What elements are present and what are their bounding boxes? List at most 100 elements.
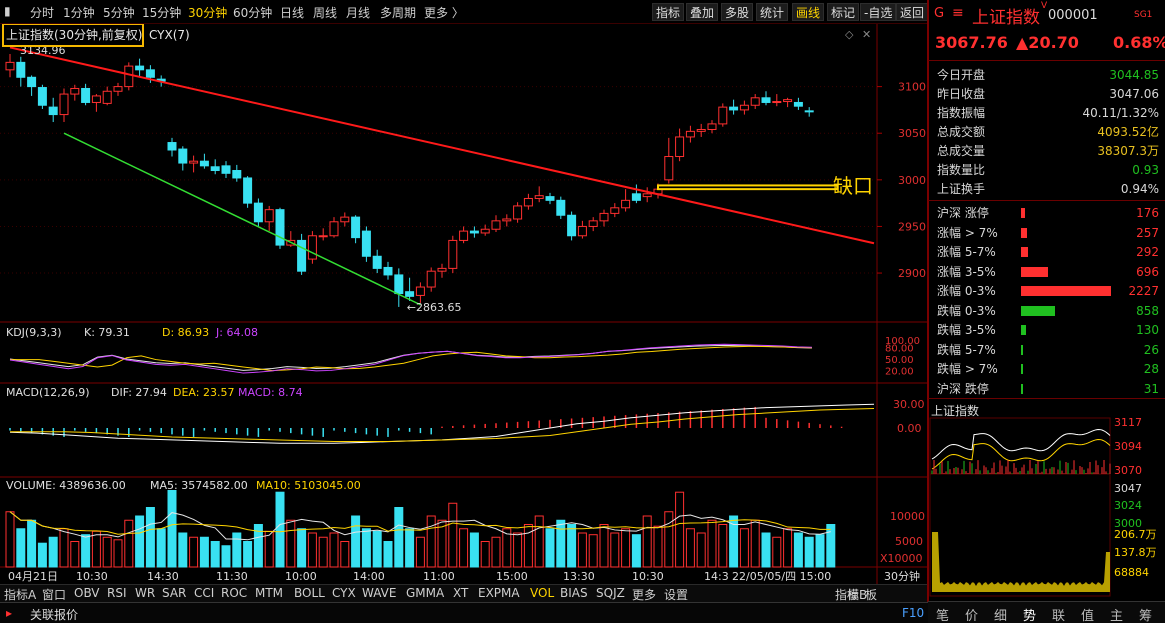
candle-body (405, 291, 415, 297)
volume-bar (307, 532, 317, 568)
indicator-tab[interactable]: XT (453, 586, 469, 600)
mini-price-label: 3070 (1114, 464, 1142, 477)
volume-bar (718, 524, 728, 568)
time-axis-label: 14:3 (704, 570, 729, 583)
right-tab[interactable]: 主 (1110, 609, 1124, 623)
indicator-tab[interactable]: MTM (255, 586, 284, 600)
breadth-value: 858 (1136, 303, 1159, 318)
quote-panel: G ≡ 上证指数 V 000001 SG1 3067.76 ▲20.70 0.6… (928, 0, 1165, 600)
right-tab[interactable]: 笔 (936, 609, 950, 623)
period-more[interactable]: 更多 〉 (424, 6, 464, 20)
period-multi[interactable]: 多周期 (380, 6, 417, 20)
candle-body (59, 93, 69, 116)
period-tick[interactable]: 分时 (30, 6, 55, 20)
indicator-tab[interactable]: WAVE (362, 586, 397, 600)
indicator-tab[interactable]: SAR (162, 586, 187, 600)
kdj-j-line (9, 343, 812, 374)
stat-label: 指数振幅 (937, 106, 986, 120)
volume-bar (59, 528, 69, 568)
volume-bar (653, 525, 663, 568)
volume-bar (394, 507, 404, 568)
volume-bar (739, 528, 749, 568)
period-month[interactable]: 月线 (346, 6, 371, 20)
breadth-value: 31 (1143, 381, 1159, 396)
indicator-tab[interactable]: RSI (107, 586, 127, 600)
period-15m[interactable]: 15分钟 (142, 6, 182, 20)
menu-icon[interactable]: ≡ (952, 5, 964, 21)
indicator-tab[interactable]: 指标A (4, 588, 37, 602)
period-week[interactable]: 周线 (313, 6, 338, 20)
volume-bar (523, 524, 533, 568)
volume-bar (113, 539, 123, 568)
right-tab[interactable]: 价 (965, 609, 979, 623)
breadth-bar (1021, 305, 1056, 316)
indicator-tab[interactable]: SQJZ (596, 586, 625, 600)
macd-dea: DEA: 23.57 (173, 386, 234, 399)
indicator-tab[interactable]: BIAS (560, 586, 588, 600)
breadth-bar (1021, 344, 1023, 355)
candle-body (621, 199, 631, 209)
breadth-value: 257 (1136, 225, 1159, 240)
period-60m[interactable]: 60分钟 (233, 6, 273, 20)
period-5m[interactable]: 5分钟 (103, 6, 135, 20)
indicator-tab[interactable]: GMMA (406, 586, 445, 600)
right-tab[interactable]: 值 (1081, 609, 1095, 623)
indicator-tab[interactable]: WR (135, 586, 156, 600)
tab-template[interactable]: 模 (847, 588, 860, 602)
tool-draw[interactable]: 画线 (792, 3, 825, 21)
mini-volume-label: 137.8万 (1114, 546, 1157, 559)
time-axis-label: 14:00 (353, 570, 385, 583)
indicator-tab[interactable]: OBV (74, 586, 100, 600)
mini-volume-label: 206.7万 (1114, 528, 1157, 541)
price-tick-label: 2900 (898, 267, 926, 280)
volume-bar (761, 532, 771, 568)
gap-box (657, 184, 839, 191)
volume-bar (16, 528, 26, 568)
tab-board[interactable]: 板 (865, 588, 878, 602)
time-axis-label: 04月21日 (8, 570, 58, 583)
candle-body (199, 160, 209, 167)
linked-quote[interactable]: 关联报价 (30, 608, 79, 622)
flag-g: G (934, 6, 945, 21)
indicator-tab[interactable]: 设置 (664, 588, 689, 602)
panel-divider (927, 0, 929, 602)
collapse-icon[interactable]: ▮ (4, 4, 11, 18)
stat-row: 今日开盘 3044.85 (937, 66, 1159, 84)
period-30m[interactable]: 30分钟 (188, 6, 228, 20)
time-axis-label: 11:30 (216, 570, 248, 583)
indicator-tab[interactable]: CYX (332, 586, 356, 600)
indicator-tab[interactable]: ROC (221, 586, 248, 600)
indicator-tab[interactable]: VOL (530, 586, 555, 600)
tool-multi-stock[interactable]: 多股 (721, 3, 754, 21)
breadth-bar (1021, 364, 1023, 374)
volume-bar (405, 528, 415, 568)
indicator-tab[interactable]: EXPMA (478, 586, 520, 600)
arrow-icon[interactable]: ▸ (6, 606, 13, 620)
stat-label: 总成交额 (937, 125, 986, 139)
stat-label: 昨日收盘 (937, 87, 986, 101)
tool-mark[interactable]: 标记 (827, 3, 860, 21)
breadth-bar (1021, 325, 1027, 335)
divider (928, 60, 1165, 61)
volume-bar (545, 528, 555, 568)
indicator-tab[interactable]: CCI (194, 586, 215, 600)
indicator-tab[interactable]: BOLL (294, 586, 325, 600)
tool-stats[interactable]: 统计 (756, 3, 789, 21)
period-1m[interactable]: 1分钟 (63, 6, 95, 20)
right-tab[interactable]: 细 (994, 609, 1008, 623)
candle-body (102, 90, 112, 104)
indicator-tab[interactable]: 更多 (632, 588, 657, 602)
right-tab[interactable]: 联 (1052, 609, 1066, 623)
tool-back[interactable]: 返回 (896, 3, 929, 21)
right-tab[interactable]: 势 (1023, 609, 1037, 623)
tab-indicator-b[interactable]: 指标B (835, 588, 868, 602)
indicator-tab[interactable]: 窗口 (42, 588, 67, 602)
tool-overlay[interactable]: 叠加 (686, 3, 719, 21)
tool-watchlist[interactable]: -自选 (860, 3, 897, 21)
period-day[interactable]: 日线 (280, 6, 305, 20)
f10-key[interactable]: F10 (902, 606, 925, 620)
candle-body (340, 216, 350, 223)
candle-body (523, 197, 533, 207)
tool-indicator[interactable]: 指标 (652, 3, 685, 21)
right-tab[interactable]: 筹 (1139, 609, 1153, 623)
